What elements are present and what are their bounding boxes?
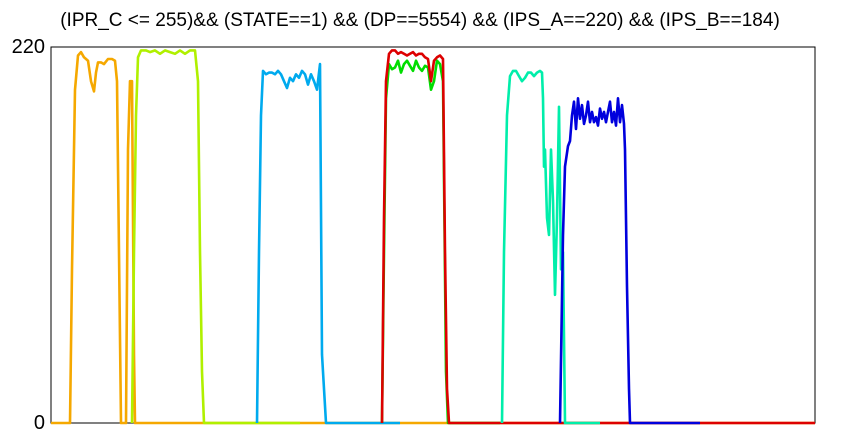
chart-title: (IPR_C <= 255)&& (STATE==1) && (DP==5554… (60, 10, 780, 31)
y-tick-label-max: 220 (12, 36, 45, 58)
series-line-1 (51, 50, 815, 425)
series-line-5 (380, 49, 815, 425)
series-line-2 (130, 49, 300, 425)
series-layer (51, 49, 815, 425)
series-line-3 (255, 62, 400, 425)
series-line-6 (500, 69, 600, 425)
y-tick-label-min: 0 (34, 412, 45, 434)
plot-frame (50, 46, 816, 424)
series-line-7 (558, 97, 700, 425)
series-line-4 (380, 59, 500, 425)
